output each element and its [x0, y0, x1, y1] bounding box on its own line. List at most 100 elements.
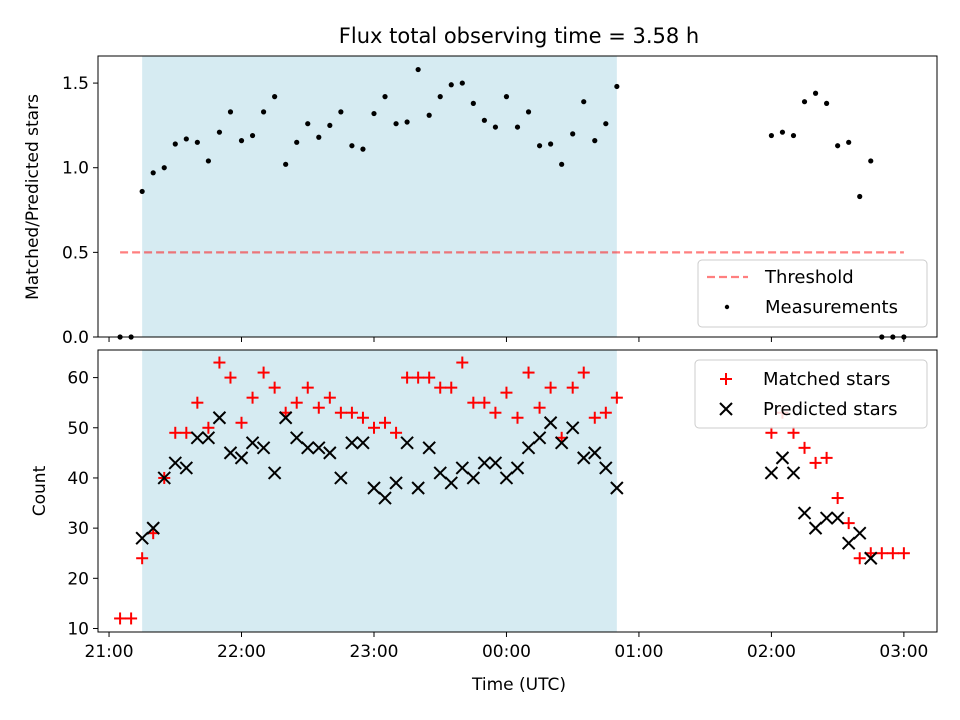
- measurement-point: [393, 121, 399, 127]
- bottom-x-axis: 21:00 22:00 23:00 00:00 01:00 02:00 03:00: [85, 632, 928, 662]
- matched-star-point: [114, 612, 127, 625]
- measurement-point: [437, 94, 443, 100]
- measurement-point: [426, 112, 432, 118]
- predicted-star-point: [764, 466, 779, 480]
- predicted-star-point: [378, 491, 392, 505]
- predicted-star-point: [334, 471, 348, 485]
- matched-star-point: [367, 421, 380, 434]
- predicted-star-point: [444, 476, 458, 490]
- matched-legend-icon: [720, 373, 732, 385]
- measurement-point: [525, 109, 532, 115]
- predicted-legend-icon: [719, 402, 733, 416]
- measurement-point: [371, 110, 377, 117]
- predicted-star-point: [477, 456, 492, 470]
- top-y-axis-label: Matched/Predicted stars: [23, 94, 43, 300]
- matched-star-point: [489, 406, 502, 419]
- matched-star-point: [356, 411, 369, 424]
- matched-star-point: [235, 416, 248, 429]
- bottom-panel: 10 20 30 40 50 60 21:00 22:00 23:00 00:00 01:00 02…: [30, 349, 938, 695]
- predicted-star-point: [422, 441, 436, 455]
- top-shaded-span: [142, 56, 617, 337]
- predicted-star-point: [400, 436, 414, 450]
- predicted-star-point: [775, 451, 790, 465]
- bottom-axes-frame: [97, 349, 938, 633]
- measurement-point: [603, 121, 609, 127]
- measurement-point: [305, 121, 311, 127]
- matched-star-point: [323, 391, 336, 404]
- x-tick-label: 03:00: [879, 642, 928, 662]
- top-y-tick-label: 1.0: [62, 159, 89, 179]
- bottom-plot-background: [142, 350, 617, 632]
- matched-star-point: [390, 426, 403, 439]
- predicted-star-point: [312, 441, 326, 455]
- measurement-point: [183, 136, 189, 142]
- measurement-point: [835, 143, 841, 149]
- top-legend: Threshold Measurements: [697, 259, 928, 328]
- matched-star-point: [169, 426, 182, 439]
- measurements-legend-label: Measurements: [765, 297, 898, 318]
- matched-star-point: [787, 426, 800, 439]
- predicted-star-point: [841, 536, 856, 550]
- predicted-star-point: [234, 451, 249, 465]
- predicted-star-point: [290, 431, 304, 445]
- measurement-point: [492, 124, 499, 130]
- measurement-point: [536, 143, 543, 149]
- measurement-point: [481, 117, 487, 123]
- measurement-point: [614, 83, 620, 90]
- matched-star-point: [522, 366, 535, 379]
- measurement-point: [592, 138, 598, 144]
- predicted-star-point: [212, 411, 227, 425]
- matched-star-point: [897, 547, 910, 560]
- top-legend-box: [697, 259, 928, 328]
- bottom-y-tick-label: 30: [67, 519, 89, 539]
- predicted-star-point: [367, 481, 381, 495]
- measurement-point: [812, 90, 819, 96]
- measurement-point: [249, 132, 256, 139]
- measurement-point: [503, 94, 510, 100]
- predicted-star-point: [554, 436, 569, 450]
- predicted-star-point: [256, 441, 271, 455]
- measurement-point: [316, 134, 322, 140]
- predicted-star-point: [610, 481, 624, 495]
- matched-star-point: [268, 381, 281, 394]
- matched-star-point: [301, 381, 314, 394]
- matched-star-point: [610, 391, 623, 404]
- measurement-point: [448, 82, 454, 88]
- matched-star-point: [765, 426, 778, 439]
- bottom-y-tick-label: 10: [67, 619, 89, 639]
- matched-star-point: [511, 411, 524, 424]
- matched-star-point: [500, 386, 513, 399]
- measurement-point: [272, 94, 278, 100]
- predicted-star-point: [488, 456, 503, 470]
- predicted-star-point: [411, 481, 425, 495]
- measurement-point: [139, 188, 145, 195]
- matched-star-point: [809, 456, 822, 469]
- matched-star-point: [125, 612, 138, 625]
- predicted-star-point: [510, 461, 525, 475]
- predicted-star-point: [323, 446, 337, 460]
- matched-star-point: [423, 371, 436, 384]
- top-y-tick-label: 1.5: [62, 74, 89, 94]
- matched-star-point: [533, 401, 546, 414]
- x-tick-label: 22:00: [217, 642, 266, 662]
- matched-star-point: [467, 396, 480, 409]
- matched-star-point: [886, 547, 899, 560]
- bottom-shaded-span: [142, 350, 617, 632]
- top-measurement-points: [117, 66, 907, 340]
- measurement-point: [514, 124, 521, 130]
- predicted-star-point: [179, 461, 194, 475]
- threshold-legend-label: Threshold: [764, 267, 854, 288]
- bottom-legend-box: [694, 359, 928, 429]
- matched-legend-label: Matched stars: [763, 369, 890, 390]
- matched-star-point: [246, 391, 259, 404]
- measurement-point: [382, 94, 388, 100]
- measurement-point: [150, 170, 156, 176]
- top-panel: Flux total observing time = 3.58 h 0.00.…: [23, 24, 938, 348]
- predicted-star-point: [146, 521, 160, 535]
- matched-star-point: [312, 401, 325, 414]
- matched-star-point: [180, 426, 193, 439]
- measurement-point: [216, 129, 223, 135]
- predicted-star-point: [543, 416, 558, 430]
- matched-star-point: [798, 441, 811, 454]
- measurement-point: [283, 161, 289, 167]
